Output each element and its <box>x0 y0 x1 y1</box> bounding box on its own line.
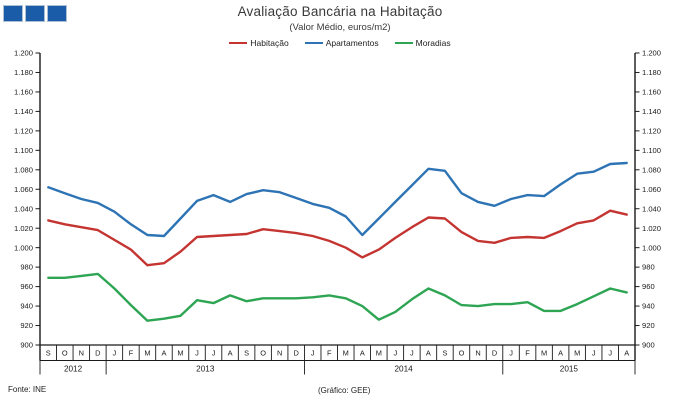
logo-square-icon <box>47 5 67 22</box>
x-axis-month-label: M <box>376 349 382 358</box>
x-axis-month-label: J <box>195 349 199 358</box>
y-axis-label-left: 1.120 <box>14 126 33 135</box>
y-axis-label-right: 900 <box>642 341 655 350</box>
y-axis-label-right: 920 <box>642 321 655 330</box>
y-axis-label-right: 1.140 <box>642 107 661 116</box>
x-axis-month-label: F <box>525 349 530 358</box>
y-axis-label-right: 1.160 <box>642 88 661 97</box>
y-axis-label-left: 900 <box>20 341 33 350</box>
legend-item: Habitação <box>229 38 289 48</box>
x-axis-month-label: O <box>459 349 465 358</box>
y-axis-label-left: 1.000 <box>14 243 33 252</box>
y-axis-label-left: 1.200 <box>14 49 33 58</box>
x-axis-month-label: M <box>177 349 183 358</box>
x-axis-year-label: 2012 <box>64 365 83 374</box>
x-axis-month-label: M <box>343 349 349 358</box>
y-axis-label-left: 1.040 <box>14 204 33 213</box>
y-axis-label-right: 980 <box>642 263 655 272</box>
x-axis-month-label: O <box>62 349 68 358</box>
x-axis-month-label: J <box>592 349 596 358</box>
legend-label: Moradias <box>415 38 451 48</box>
y-axis-label-left: 1.100 <box>14 146 33 155</box>
legend-swatch-icon <box>394 41 413 45</box>
y-axis-label-right: 1.060 <box>642 185 661 194</box>
x-axis-month-label: J <box>509 349 513 358</box>
y-axis-label-left: 1.180 <box>14 68 33 77</box>
legend-item: Moradias <box>394 38 451 48</box>
y-axis-label-right: 1.000 <box>642 243 661 252</box>
chart-title: Avaliação Bancária na Habitação <box>237 4 443 19</box>
x-axis-month-label: N <box>79 349 84 358</box>
x-axis-month-label: J <box>393 349 397 358</box>
x-axis-year-label: 2015 <box>560 365 579 374</box>
logo-squares-icon <box>3 5 67 22</box>
x-axis-month-label: A <box>360 349 365 358</box>
legend-swatch-icon <box>229 41 248 45</box>
legend-label: Apartamentos <box>325 38 379 48</box>
logo-square-icon <box>3 5 23 22</box>
series-line-moradias <box>47 272 628 322</box>
x-axis-month-label: F <box>129 349 134 358</box>
x-axis-month-label: A <box>558 349 563 358</box>
legend-item: Apartamentos <box>304 38 379 48</box>
source-label: Fonte: INE <box>8 385 47 394</box>
x-axis-month-label: J <box>113 349 117 358</box>
x-axis-month-label: D <box>95 349 100 358</box>
x-axis-month-label: M <box>144 349 150 358</box>
x-axis-month-label: J <box>608 349 612 358</box>
y-axis-label-right: 1.120 <box>642 126 661 135</box>
x-axis-month-label: A <box>161 349 166 358</box>
x-axis-month-label: D <box>492 349 497 358</box>
y-axis-label-left: 920 <box>20 321 33 330</box>
x-axis-year-label: 2013 <box>196 365 215 374</box>
y-axis-label-left: 1.020 <box>14 224 33 233</box>
y-axis-label-left: 1.140 <box>14 107 33 116</box>
y-axis-label-left: 940 <box>20 302 33 311</box>
x-axis-month-label: S <box>442 349 447 358</box>
y-axis-label-right: 940 <box>642 302 655 311</box>
x-axis-month-label: A <box>426 349 431 358</box>
y-axis-label-left: 1.080 <box>14 165 33 174</box>
x-axis-month-label: O <box>260 349 266 358</box>
y-axis-label-right: 1.080 <box>642 165 661 174</box>
x-axis-month-label: S <box>244 349 249 358</box>
credit-label: (Gráfico: GEE) <box>318 386 371 395</box>
x-axis-year-label: 2014 <box>395 365 414 374</box>
logo-square-icon <box>25 5 45 22</box>
chart-legend: Habitação Apartamentos Moradias <box>0 38 680 48</box>
x-axis-month-label: J <box>212 349 216 358</box>
x-axis-month-label: F <box>327 349 332 358</box>
y-axis-label-right: 1.200 <box>642 49 661 58</box>
x-axis-month-label: J <box>311 349 315 358</box>
x-axis-month-label: N <box>277 349 282 358</box>
x-axis-month-label: A <box>228 349 233 358</box>
y-axis-label-right: 1.020 <box>642 224 661 233</box>
chart-subtitle: (Valor Médio, euros/m2) <box>289 22 391 33</box>
x-axis-month-label: S <box>46 349 51 358</box>
legend-swatch-icon <box>304 41 323 45</box>
x-axis-month-label: N <box>475 349 480 358</box>
y-axis-label-left: 980 <box>20 263 33 272</box>
y-axis-label-left: 1.160 <box>14 88 33 97</box>
x-axis-month-label: J <box>410 349 414 358</box>
y-axis-label-left: 960 <box>20 282 33 291</box>
y-axis-label-right: 1.100 <box>642 146 661 155</box>
legend-label: Habitação <box>250 38 289 48</box>
x-axis-month-label: M <box>574 349 580 358</box>
y-axis-label-left: 1.060 <box>14 185 33 194</box>
y-axis-label-right: 1.180 <box>642 68 661 77</box>
y-axis-label-right: 960 <box>642 282 655 291</box>
x-axis-month-label: M <box>541 349 547 358</box>
series-line-habitacao <box>47 209 628 267</box>
x-axis-month-label: D <box>294 349 299 358</box>
x-axis-month-label: A <box>624 349 629 358</box>
y-axis-label-right: 1.040 <box>642 204 661 213</box>
series-line-apartamentos <box>47 161 628 238</box>
